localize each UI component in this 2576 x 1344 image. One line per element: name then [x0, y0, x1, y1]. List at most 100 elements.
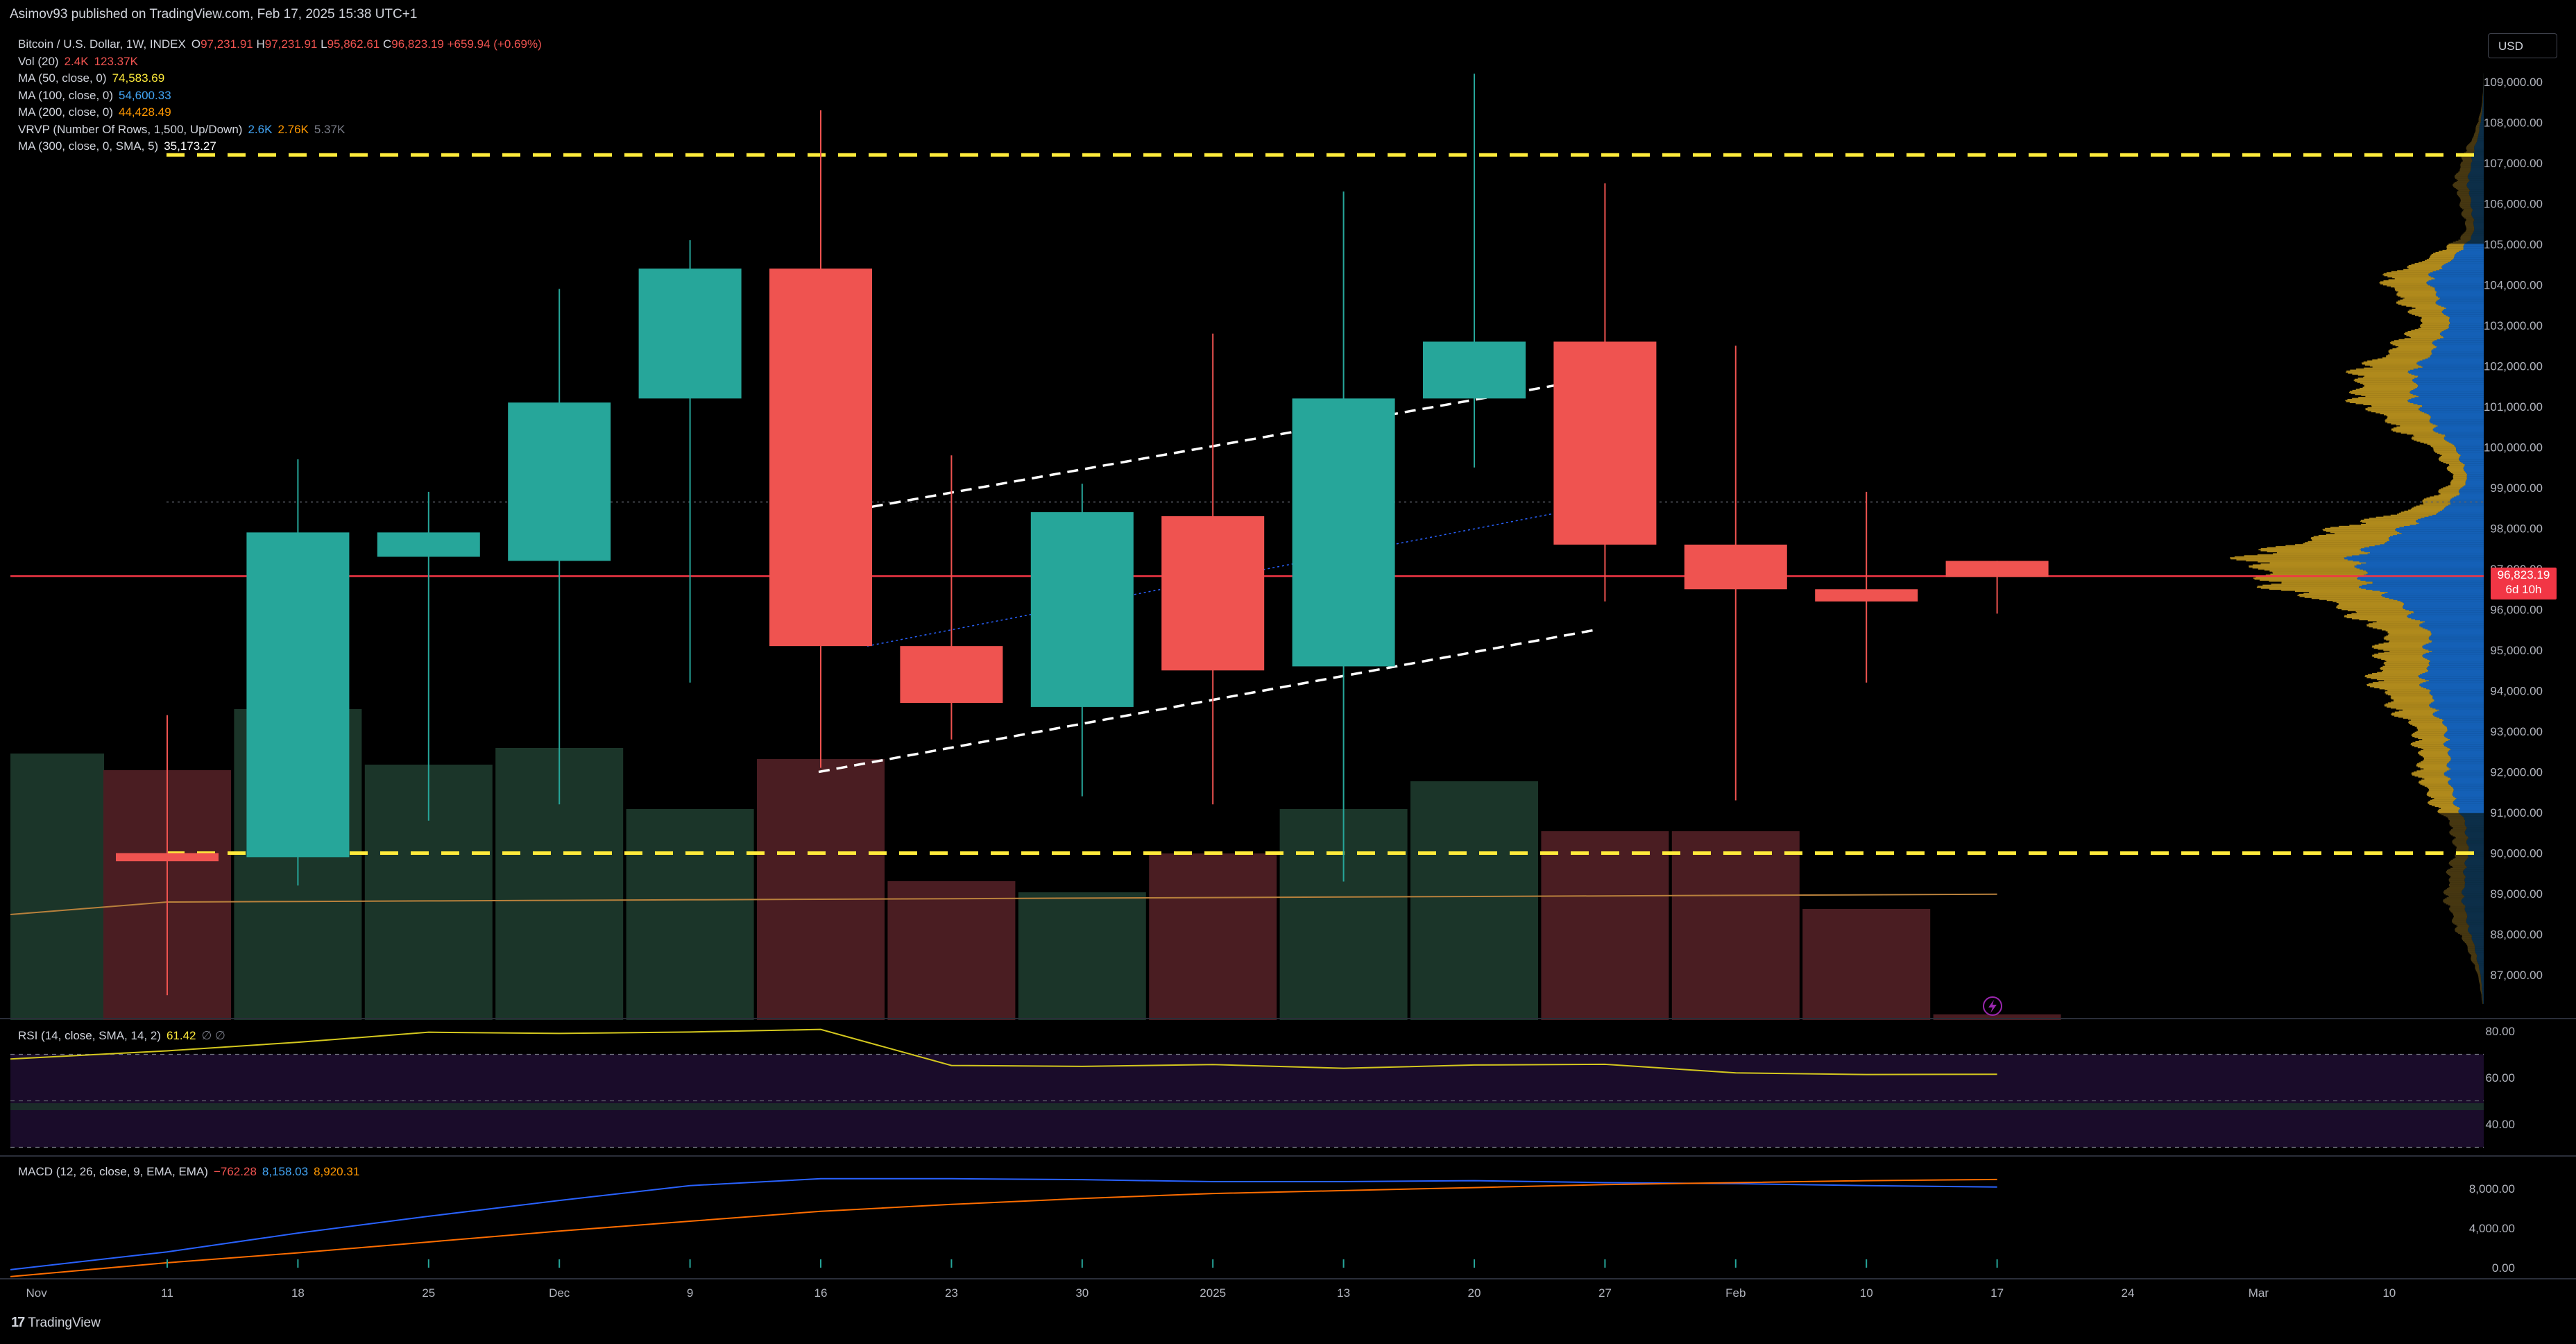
vrvp-up-row: [2428, 274, 2484, 275]
vrvp-up-row: [2459, 459, 2484, 460]
vrvp-up-row: [2423, 656, 2484, 658]
vrvp-down-row: [2452, 479, 2467, 481]
vrvp-down-row: [2457, 189, 2470, 190]
vrvp-up-row: [2483, 92, 2484, 94]
vrvp-down-row: [2384, 652, 2429, 653]
vrvp-down-row: [2338, 602, 2404, 604]
vrvp-up-row: [2443, 735, 2484, 736]
vrvp-up-row: [2419, 409, 2484, 411]
vrvp-down-row: [2471, 958, 2477, 960]
vrvp-down-row: [2437, 452, 2459, 454]
vrvp-up-row: [2468, 927, 2484, 929]
vrvp-up-row: [2430, 272, 2484, 273]
vrvp-down-row: [2455, 240, 2468, 242]
vrvp-up-row: [2463, 248, 2484, 250]
vrvp-up-row: [2475, 143, 2484, 145]
vrvp-down-row: [2453, 478, 2467, 479]
vrvp-up-row: [2424, 516, 2484, 518]
vrvp-up-row: [2449, 318, 2484, 319]
vrvp-down-row: [2363, 361, 2418, 363]
vrvp-up-row: [2468, 931, 2484, 933]
vrvp-up-row: [2416, 520, 2484, 521]
vrvp-down-row: [2368, 674, 2421, 675]
vrvp-down-row: [2375, 516, 2425, 518]
vrvp-down-row: [2256, 586, 2360, 588]
vrvp-down-row: [2410, 742, 2444, 745]
vrvp-up-row: [2428, 643, 2484, 644]
vrvp-down-row: [2450, 830, 2466, 832]
vrvp-up-row: [2425, 628, 2484, 630]
tradingview-logo[interactable]: 17 TradingView: [11, 1315, 101, 1331]
vrvp-down-row: [2441, 808, 2460, 810]
vrvp-up-row: [2450, 757, 2484, 758]
vrvp-down-row: [2462, 208, 2472, 210]
macd-hist-value: −762.28: [213, 1165, 257, 1178]
vrvp-up-row: [2453, 801, 2484, 803]
vrvp-down-row: [2460, 198, 2471, 201]
vrvp-up-row: [2477, 962, 2484, 964]
vrvp-down-row: [2276, 552, 2371, 554]
vrvp-down-row: [2388, 279, 2432, 281]
vrvp-down-row: [2462, 212, 2472, 214]
vrvp-up-row: [2432, 650, 2484, 652]
vrvp-down-row: [2466, 151, 2474, 153]
vrvp-up-row: [2421, 405, 2484, 407]
time-tick-label: 30: [1075, 1286, 1089, 1300]
vrvp-up-row: [2482, 986, 2484, 988]
vrvp-down-row: [2398, 339, 2437, 341]
vrvp-down-row: [2407, 331, 2442, 332]
vrvp-up-row: [2420, 683, 2484, 685]
vrvp-down-row: [2476, 971, 2480, 973]
vrvp-up-row: [2403, 608, 2484, 609]
vrvp-down-row: [2396, 290, 2436, 292]
price-tick-label: 107,000.00: [2484, 157, 2543, 170]
vrvp-up-row: [2471, 163, 2484, 165]
vrvp-up-row: [2420, 623, 2484, 624]
vrvp-up-row: [2466, 843, 2484, 845]
vrvp-up-row: [2433, 714, 2484, 716]
vrvp-down-row: [2471, 957, 2477, 959]
vrvp-up-row: [2469, 926, 2484, 927]
vrvp-down-row: [2446, 903, 2464, 905]
vrvp-down-row: [2388, 641, 2432, 643]
vrvp-down-row: [2460, 164, 2471, 166]
vrvp-down-row: [2432, 446, 2456, 448]
vrvp-up-row: [2451, 260, 2484, 262]
vrvp-down-row: [2448, 463, 2465, 466]
vrvp-up-row: [2474, 229, 2484, 231]
vrvp-down-row: [2481, 108, 2482, 110]
vrvp-up-row: [2478, 135, 2484, 137]
vrvp-down-row: [2244, 555, 2353, 556]
vrvp-up-row: [2469, 191, 2484, 192]
vrvp-down-row: [2422, 738, 2450, 740]
vrvp-up-row: [2410, 393, 2484, 394]
vrvp-down-row: [2479, 114, 2482, 117]
trendlines: [818, 377, 1596, 774]
vrvp-up-row: [2372, 581, 2484, 583]
vrvp-up-row: [2460, 461, 2484, 462]
vrvp-up-row: [2471, 207, 2484, 209]
vrvp-down-row: [2457, 926, 2470, 927]
vrvp-up-row: [2380, 590, 2484, 593]
vrvp-down-row: [2453, 843, 2467, 845]
price-tick-label: 96,000.00: [2490, 604, 2543, 617]
vrvp-down-row: [2441, 814, 2461, 815]
vrvp-down-row: [2372, 682, 2423, 683]
vrvp-up-row: [2464, 896, 2484, 898]
currency-button[interactable]: USD: [2488, 33, 2557, 58]
vrvp-up-row: [2430, 703, 2484, 705]
vrvp-up-row: [2429, 689, 2484, 690]
vrvp-up-row: [2482, 96, 2484, 98]
vrvp-up-row: [2442, 722, 2484, 723]
vrvp-down-row: [2391, 698, 2433, 700]
vrvp-down-row: [2391, 423, 2433, 425]
vrvp-down-row: [2326, 531, 2398, 532]
vrvp-up-row: [2453, 794, 2484, 797]
vrvp-down-row: [2382, 274, 2428, 275]
vrvp-up-row: [2464, 907, 2484, 909]
vrvp-down-row: [2395, 345, 2435, 347]
price-tick-label: 88,000.00: [2490, 928, 2543, 942]
vrvp-up-row: [2459, 489, 2484, 491]
vrvp-down-row: [2455, 174, 2468, 176]
